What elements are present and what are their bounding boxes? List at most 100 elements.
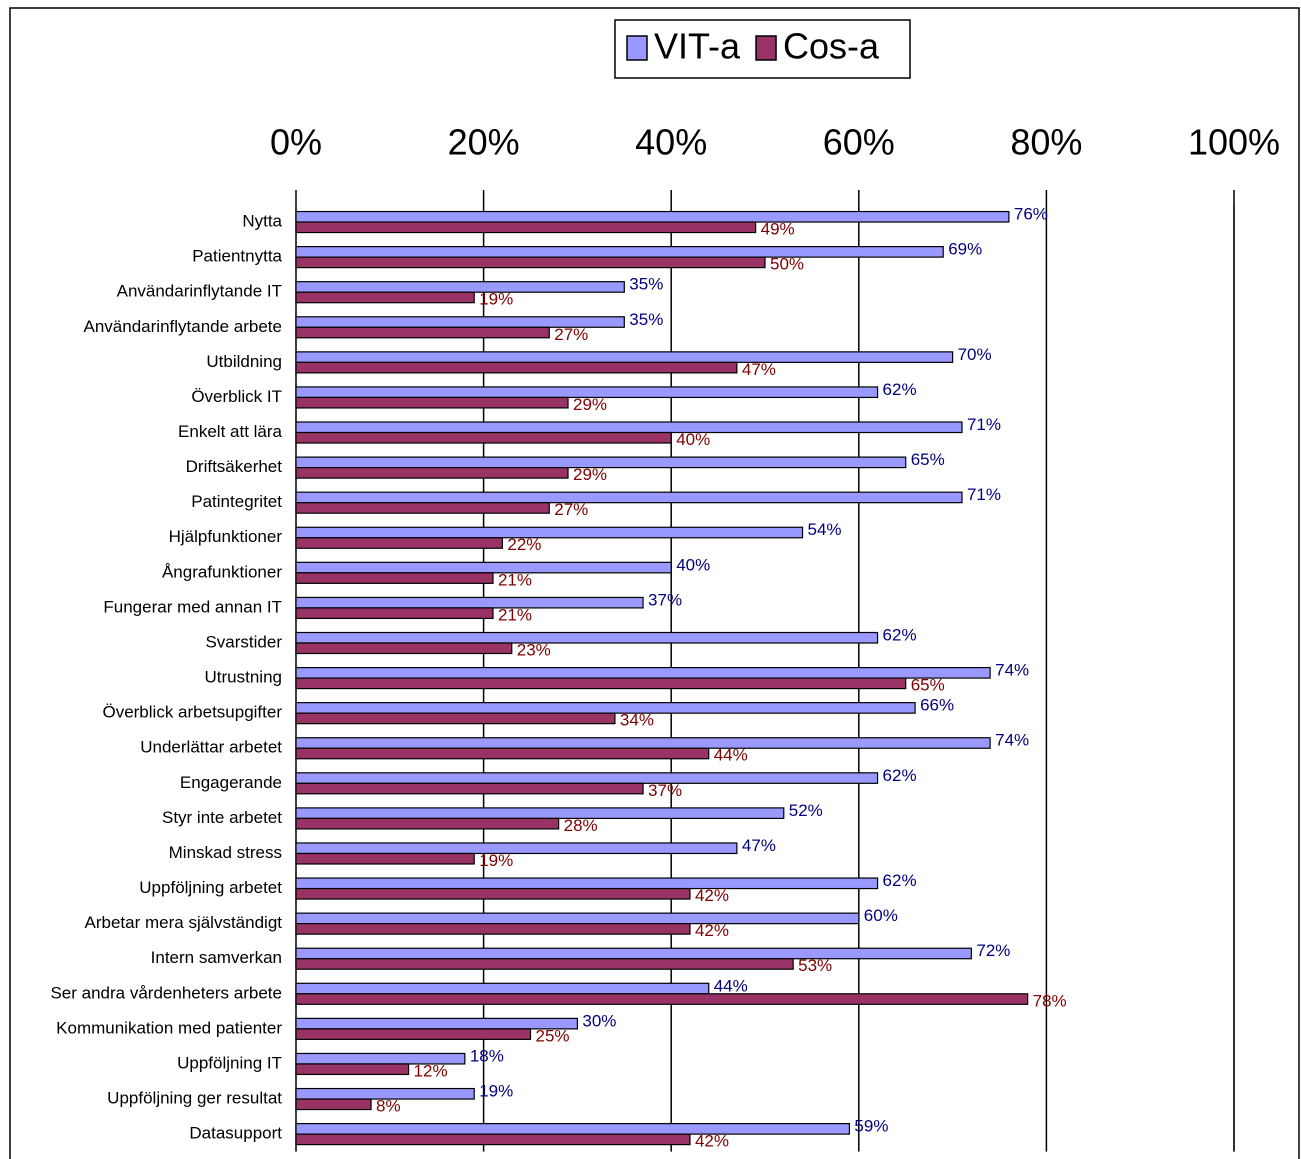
data-label: 71% xyxy=(967,485,1001,504)
y-tick-label: Utrustning xyxy=(205,668,282,687)
data-label: 34% xyxy=(620,711,654,730)
y-tick-label: Fungerar med annan IT xyxy=(103,597,282,616)
y-tick-label: Uppföljning IT xyxy=(177,1053,282,1072)
bar xyxy=(295,361,738,374)
data-label: 72% xyxy=(976,941,1010,960)
data-label: 65% xyxy=(911,450,945,469)
data-label: 40% xyxy=(676,555,710,574)
data-label: 44% xyxy=(714,976,748,995)
y-tick-label: Datasupport xyxy=(189,1124,282,1143)
data-label: 60% xyxy=(864,906,898,925)
bar xyxy=(295,326,550,339)
bar xyxy=(295,1028,532,1040)
bar xyxy=(295,256,766,269)
data-label: 47% xyxy=(742,360,776,379)
bar xyxy=(295,1133,691,1146)
data-label: 22% xyxy=(507,535,541,554)
y-tick-label: Svarstider xyxy=(205,632,282,651)
data-label: 27% xyxy=(554,325,588,344)
bar xyxy=(295,737,991,749)
bar xyxy=(295,456,907,469)
bar xyxy=(295,502,550,514)
data-label: 66% xyxy=(920,696,954,715)
y-tick-label: Minskad stress xyxy=(169,843,282,862)
data-label: 76% xyxy=(1014,205,1048,224)
x-tick-label: 0% xyxy=(270,122,322,163)
data-label: 40% xyxy=(676,430,710,449)
bar xyxy=(295,877,879,890)
bar xyxy=(295,631,879,644)
x-tick-label: 60% xyxy=(823,122,895,163)
bar xyxy=(295,421,963,434)
x-tick-label: 100% xyxy=(1188,122,1280,163)
bar xyxy=(295,596,644,609)
data-label: 54% xyxy=(808,520,842,539)
y-tick-label: Arbetar mera självständigt xyxy=(85,913,283,932)
bar xyxy=(295,526,804,539)
bar xyxy=(295,807,785,820)
y-tick-label: Underlättar arbetet xyxy=(140,738,282,757)
bar xyxy=(295,1063,410,1076)
data-label: 19% xyxy=(479,290,513,309)
bar xyxy=(295,491,963,504)
data-label: 74% xyxy=(995,661,1029,680)
data-label: 65% xyxy=(911,676,945,695)
bar xyxy=(295,747,710,760)
legend-swatch xyxy=(755,35,777,61)
data-label: 52% xyxy=(789,801,823,820)
bar xyxy=(295,947,972,960)
bar xyxy=(295,1087,475,1100)
data-label: 47% xyxy=(742,836,776,855)
bar xyxy=(295,887,691,900)
y-tick-label: Enkelt att lära xyxy=(178,422,282,441)
bar xyxy=(295,666,991,679)
data-label: 21% xyxy=(498,605,532,624)
y-tick-label: Ser andra vårdenheters arbete xyxy=(50,983,282,1002)
y-tick-label: Nytta xyxy=(242,212,282,231)
data-label: 21% xyxy=(498,570,532,589)
bar xyxy=(295,842,738,855)
data-label: 8% xyxy=(376,1097,401,1116)
y-tick-label: Driftsäkerhet xyxy=(186,457,283,476)
data-label: 62% xyxy=(883,766,917,785)
y-tick-label: Användarinflytande arbete xyxy=(84,317,282,336)
data-label: 29% xyxy=(573,465,607,484)
data-label: 62% xyxy=(883,625,917,644)
bar xyxy=(295,912,860,925)
data-label: 50% xyxy=(770,255,804,274)
bar xyxy=(295,1098,372,1111)
data-label: 59% xyxy=(854,1117,888,1136)
bar xyxy=(295,982,710,995)
bar xyxy=(295,291,475,304)
bar xyxy=(295,642,513,655)
bar xyxy=(295,958,794,970)
x-tick-label: 40% xyxy=(635,122,707,163)
data-label: 12% xyxy=(414,1061,448,1080)
data-label: 37% xyxy=(648,590,682,609)
bar xyxy=(295,537,503,549)
data-label: 44% xyxy=(714,746,748,765)
legend-label: Cos-a xyxy=(783,26,880,67)
data-label: 74% xyxy=(995,731,1029,750)
bar xyxy=(295,607,494,620)
data-label: 69% xyxy=(948,240,982,259)
x-tick-label: 80% xyxy=(1010,122,1082,163)
data-label: 49% xyxy=(761,220,795,239)
y-tick-label: Engagerande xyxy=(180,773,282,792)
bar xyxy=(295,993,1029,1005)
y-tick-label: Hjälpfunktioner xyxy=(169,527,283,546)
y-tick-label: Patientnytta xyxy=(192,247,282,266)
y-tick-label: Användarinflytande IT xyxy=(117,282,282,301)
data-label: 62% xyxy=(883,380,917,399)
y-tick-label: Intern samverkan xyxy=(151,948,282,967)
legend-label: VIT-a xyxy=(654,26,741,67)
data-label: 25% xyxy=(536,1026,570,1045)
data-label: 19% xyxy=(479,1082,513,1101)
data-label: 27% xyxy=(554,500,588,519)
data-label: 42% xyxy=(695,1132,729,1151)
y-tick-label: Utbildning xyxy=(206,352,282,371)
bar xyxy=(295,677,907,690)
y-tick-label: Styr inte arbetet xyxy=(162,808,282,827)
bar xyxy=(295,712,616,725)
y-tick-label: Uppföljning arbetet xyxy=(139,878,282,897)
